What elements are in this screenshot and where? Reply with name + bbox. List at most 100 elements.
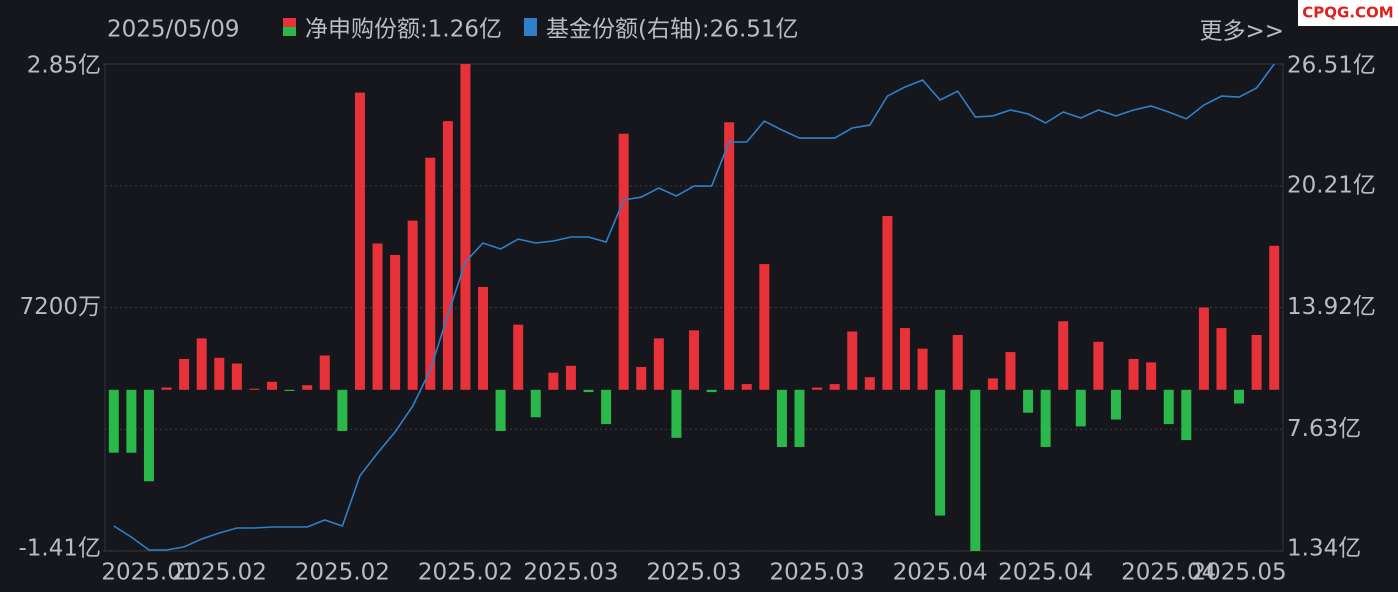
legend-swatch <box>523 18 537 27</box>
bar <box>1110 389 1121 420</box>
bar <box>759 264 770 390</box>
bar <box>284 389 295 391</box>
bar <box>425 157 436 390</box>
bar <box>741 384 752 390</box>
bar <box>671 389 682 438</box>
watermark: CPQG.COM <box>1302 4 1393 22</box>
bar <box>829 384 840 390</box>
bar <box>565 365 576 390</box>
bar <box>917 348 928 390</box>
bar <box>337 389 348 431</box>
x-tick-label: 2025.03 <box>770 560 865 586</box>
bar <box>970 389 981 551</box>
bar <box>706 389 717 393</box>
bar <box>1198 307 1209 390</box>
bar <box>847 331 858 390</box>
bar <box>495 389 506 431</box>
bar <box>1234 389 1245 404</box>
bar <box>179 358 190 390</box>
bar <box>390 254 401 390</box>
bar <box>231 363 242 390</box>
legend-label: 基金份额(右轴) <box>546 17 702 43</box>
y-tick-label: 2.85亿 <box>27 53 101 79</box>
bar <box>372 243 383 390</box>
bar <box>196 338 207 390</box>
x-tick-label: 2025.03 <box>523 560 618 586</box>
bar <box>1023 389 1034 413</box>
bar <box>583 389 594 393</box>
bar <box>1075 389 1086 427</box>
more-link[interactable]: 更多>> <box>1199 19 1284 45</box>
bar <box>794 389 805 447</box>
line <box>113 63 1275 551</box>
bar <box>478 286 489 390</box>
date: 2025/05/09 <box>107 17 240 43</box>
legend-swatch <box>283 27 296 36</box>
legend-swatch <box>283 18 296 27</box>
legend-label: 净申购份额 <box>305 17 420 43</box>
bar <box>530 389 541 418</box>
bar <box>689 330 699 390</box>
bar <box>1128 358 1139 390</box>
x-tick-label: 2025.04 <box>998 560 1093 586</box>
bar <box>636 366 647 390</box>
bar <box>108 389 119 453</box>
x-tick-label: 2025.04 <box>1121 560 1216 586</box>
y2-tick-label: 13.92亿 <box>1287 294 1376 320</box>
y2-tick-label: 20.21亿 <box>1287 172 1376 198</box>
bar <box>987 378 998 390</box>
bar <box>143 389 154 482</box>
bar <box>407 220 418 390</box>
bar <box>812 387 823 390</box>
x-tick-label: 2025.04 <box>893 560 988 586</box>
bar <box>882 216 893 390</box>
bar <box>1216 328 1227 390</box>
bar <box>899 328 910 390</box>
bar <box>319 355 330 390</box>
watermark-bg <box>1298 0 1398 26</box>
x-tick-label: 2025.05 <box>1191 560 1286 586</box>
bar <box>1005 352 1016 390</box>
legend-swatch <box>523 27 537 36</box>
bar <box>601 389 612 425</box>
y2-tick-label: 26.51亿 <box>1287 53 1376 79</box>
bar <box>354 92 365 390</box>
bar <box>126 389 137 453</box>
bar <box>724 122 735 390</box>
y2-tick-label: 1.34亿 <box>1287 536 1361 562</box>
y-tick-label: 7200万 <box>19 294 101 320</box>
y-tick-label: -1.41亿 <box>18 536 101 562</box>
bar <box>267 381 278 390</box>
y2-tick-label: 7.63亿 <box>1287 416 1361 442</box>
bar <box>618 133 629 390</box>
bar <box>442 121 453 390</box>
bar <box>513 324 524 390</box>
bar <box>1146 362 1157 390</box>
bar <box>214 357 225 390</box>
x-tick-label: 2025.01 <box>101 560 196 586</box>
bar <box>1251 334 1262 390</box>
bar <box>302 385 313 390</box>
x-tick-label: 2025.03 <box>646 560 741 586</box>
bar <box>1093 341 1104 390</box>
bar <box>935 389 946 516</box>
bar <box>1181 389 1192 441</box>
bar <box>1040 389 1051 447</box>
bar <box>548 372 559 390</box>
legend-value: :1.26亿 <box>420 17 502 43</box>
bar <box>161 387 172 390</box>
bar <box>1163 389 1174 425</box>
bar <box>1058 321 1069 390</box>
bar <box>776 389 787 447</box>
bar <box>952 334 963 390</box>
x-tick-label: 2025.02 <box>172 560 267 586</box>
bar <box>460 64 471 390</box>
legend-value: :26.51亿 <box>702 17 799 43</box>
bar <box>1269 245 1280 390</box>
bar <box>864 377 875 390</box>
x-tick-label: 2025.02 <box>295 560 390 586</box>
x-tick-label: 2025.02 <box>418 560 513 586</box>
bar <box>653 338 664 390</box>
